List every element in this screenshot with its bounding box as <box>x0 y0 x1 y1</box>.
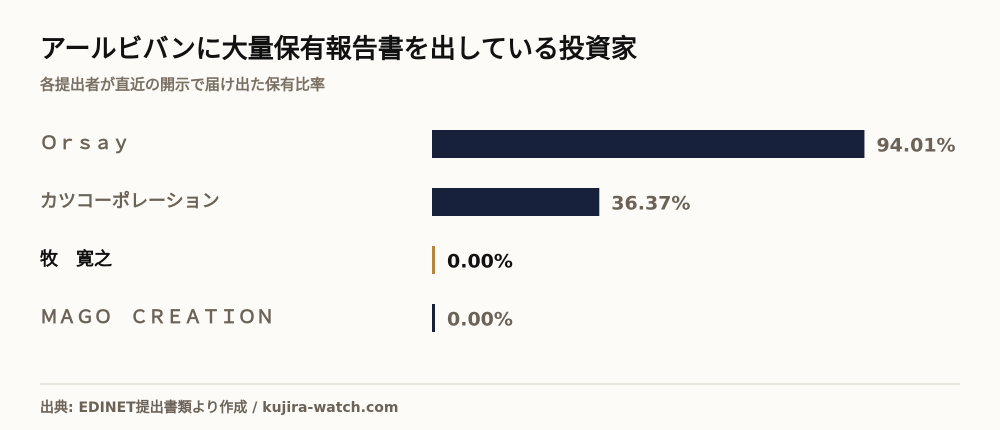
value-label: 94.01% <box>876 135 955 157</box>
bar <box>432 130 865 158</box>
value-label: 0.00% <box>447 309 513 331</box>
chart-title: アールビバンに大量保有報告書を出している投資家 <box>40 34 637 65</box>
bar <box>432 188 600 216</box>
category-label: Ｏｒｓａｙ <box>40 133 130 154</box>
chart-subtitle: 各提出者が直近の開示で届け出た保有比率 <box>39 76 325 94</box>
bar <box>432 304 435 332</box>
value-label: 36.37% <box>611 193 690 215</box>
category-label: カツコーポレーション <box>40 190 220 212</box>
category-label: ＭＡＧＯ ＣＲＥＡＴＩＯＮ <box>40 307 274 328</box>
source-note: 出典: EDINET提出書類より作成 / kujira-watch.com <box>40 399 398 416</box>
category-label: 牧 寛之 <box>40 248 112 270</box>
bar <box>432 246 435 274</box>
value-label: 0.00% <box>447 251 513 273</box>
